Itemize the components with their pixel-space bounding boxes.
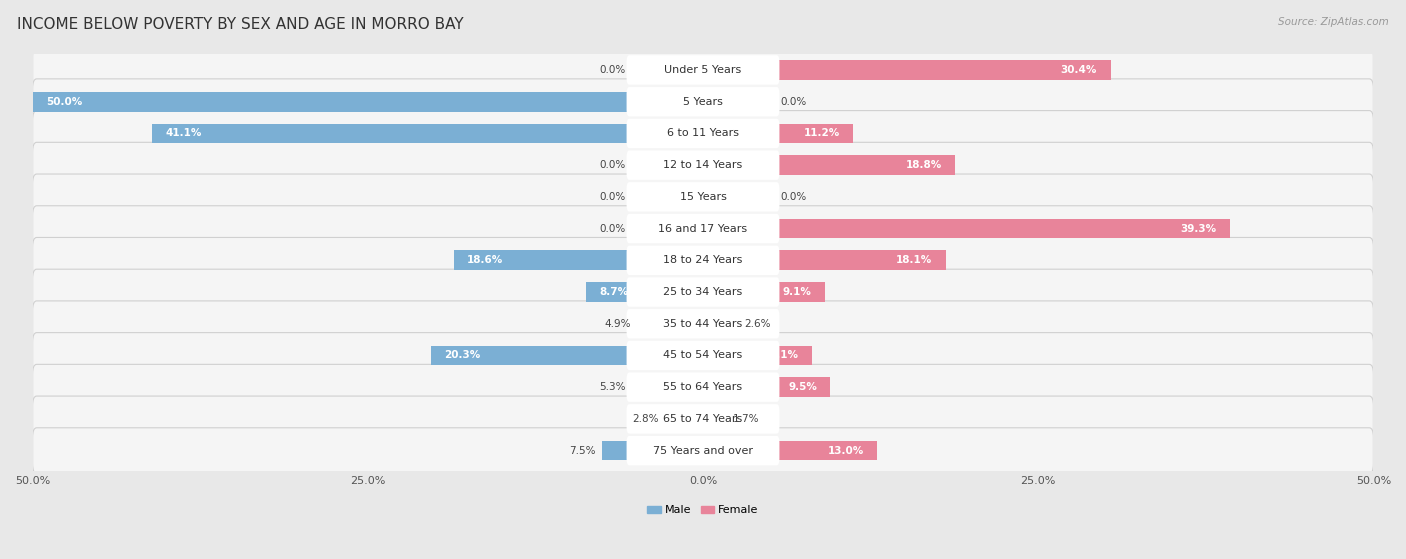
Text: 2.8%: 2.8% bbox=[633, 414, 659, 424]
Text: 13.0%: 13.0% bbox=[828, 446, 863, 456]
FancyBboxPatch shape bbox=[32, 79, 1374, 125]
FancyBboxPatch shape bbox=[32, 111, 1374, 157]
FancyBboxPatch shape bbox=[627, 182, 779, 211]
Bar bbox=[703, 314, 738, 334]
Text: 35 to 44 Years: 35 to 44 Years bbox=[664, 319, 742, 329]
Text: 18.8%: 18.8% bbox=[905, 160, 942, 170]
FancyBboxPatch shape bbox=[627, 119, 779, 148]
Text: 41.1%: 41.1% bbox=[166, 129, 201, 139]
Bar bbox=[32, 92, 703, 112]
Text: 6 to 11 Years: 6 to 11 Years bbox=[666, 129, 740, 139]
Text: 18 to 24 Years: 18 to 24 Years bbox=[664, 255, 742, 266]
Bar bbox=[637, 314, 703, 334]
FancyBboxPatch shape bbox=[627, 55, 779, 85]
FancyBboxPatch shape bbox=[627, 277, 779, 307]
FancyBboxPatch shape bbox=[627, 214, 779, 243]
FancyBboxPatch shape bbox=[32, 143, 1374, 188]
FancyBboxPatch shape bbox=[627, 404, 779, 434]
FancyBboxPatch shape bbox=[32, 333, 1374, 378]
Bar bbox=[703, 60, 1111, 80]
Text: 5 Years: 5 Years bbox=[683, 97, 723, 107]
FancyBboxPatch shape bbox=[32, 269, 1374, 315]
Text: 18.6%: 18.6% bbox=[467, 255, 503, 266]
Text: 11.2%: 11.2% bbox=[803, 129, 839, 139]
Text: 50.0%: 50.0% bbox=[46, 97, 83, 107]
Text: Under 5 Years: Under 5 Years bbox=[665, 65, 741, 75]
FancyBboxPatch shape bbox=[627, 372, 779, 402]
Bar bbox=[703, 155, 955, 175]
Text: 45 to 54 Years: 45 to 54 Years bbox=[664, 350, 742, 361]
Bar bbox=[586, 282, 703, 302]
Text: 8.1%: 8.1% bbox=[769, 350, 799, 361]
Text: 0.0%: 0.0% bbox=[599, 160, 626, 170]
Bar bbox=[703, 377, 831, 397]
Bar bbox=[703, 441, 877, 461]
FancyBboxPatch shape bbox=[627, 341, 779, 370]
FancyBboxPatch shape bbox=[32, 174, 1374, 220]
Text: 5.3%: 5.3% bbox=[599, 382, 626, 392]
Text: 18.1%: 18.1% bbox=[896, 255, 932, 266]
FancyBboxPatch shape bbox=[627, 436, 779, 465]
Text: 20.3%: 20.3% bbox=[444, 350, 481, 361]
Text: 0.0%: 0.0% bbox=[599, 192, 626, 202]
Text: 0.0%: 0.0% bbox=[780, 97, 807, 107]
Legend: Male, Female: Male, Female bbox=[643, 501, 763, 520]
Text: Source: ZipAtlas.com: Source: ZipAtlas.com bbox=[1278, 17, 1389, 27]
Text: 55 to 64 Years: 55 to 64 Years bbox=[664, 382, 742, 392]
Bar bbox=[631, 377, 703, 397]
Text: 16 and 17 Years: 16 and 17 Years bbox=[658, 224, 748, 234]
FancyBboxPatch shape bbox=[627, 245, 779, 275]
Text: 9.1%: 9.1% bbox=[783, 287, 811, 297]
Text: 8.7%: 8.7% bbox=[600, 287, 628, 297]
Bar bbox=[703, 282, 825, 302]
Text: 1.7%: 1.7% bbox=[733, 414, 759, 424]
FancyBboxPatch shape bbox=[627, 87, 779, 116]
Bar bbox=[665, 409, 703, 429]
Text: 25 to 34 Years: 25 to 34 Years bbox=[664, 287, 742, 297]
Bar bbox=[430, 345, 703, 365]
FancyBboxPatch shape bbox=[32, 364, 1374, 410]
Text: 0.0%: 0.0% bbox=[599, 65, 626, 75]
Bar bbox=[602, 441, 703, 461]
Text: 15 Years: 15 Years bbox=[679, 192, 727, 202]
FancyBboxPatch shape bbox=[32, 238, 1374, 283]
Text: 9.5%: 9.5% bbox=[789, 382, 817, 392]
FancyBboxPatch shape bbox=[32, 396, 1374, 442]
FancyBboxPatch shape bbox=[32, 301, 1374, 347]
Bar bbox=[703, 219, 1230, 239]
Text: 30.4%: 30.4% bbox=[1060, 65, 1097, 75]
Text: 7.5%: 7.5% bbox=[569, 446, 596, 456]
Bar bbox=[152, 124, 703, 143]
FancyBboxPatch shape bbox=[627, 150, 779, 180]
Text: INCOME BELOW POVERTY BY SEX AND AGE IN MORRO BAY: INCOME BELOW POVERTY BY SEX AND AGE IN M… bbox=[17, 17, 464, 32]
Text: 39.3%: 39.3% bbox=[1181, 224, 1216, 234]
Text: 0.0%: 0.0% bbox=[599, 224, 626, 234]
Text: 0.0%: 0.0% bbox=[780, 192, 807, 202]
Text: 2.6%: 2.6% bbox=[745, 319, 770, 329]
FancyBboxPatch shape bbox=[627, 309, 779, 338]
FancyBboxPatch shape bbox=[32, 206, 1374, 252]
FancyBboxPatch shape bbox=[32, 47, 1374, 93]
Bar bbox=[703, 250, 946, 270]
Bar bbox=[454, 250, 703, 270]
Bar bbox=[703, 345, 811, 365]
Bar bbox=[703, 409, 725, 429]
Text: 65 to 74 Years: 65 to 74 Years bbox=[664, 414, 742, 424]
FancyBboxPatch shape bbox=[32, 428, 1374, 473]
Text: 4.9%: 4.9% bbox=[605, 319, 631, 329]
Text: 75 Years and over: 75 Years and over bbox=[652, 446, 754, 456]
Text: 12 to 14 Years: 12 to 14 Years bbox=[664, 160, 742, 170]
Bar bbox=[703, 124, 853, 143]
